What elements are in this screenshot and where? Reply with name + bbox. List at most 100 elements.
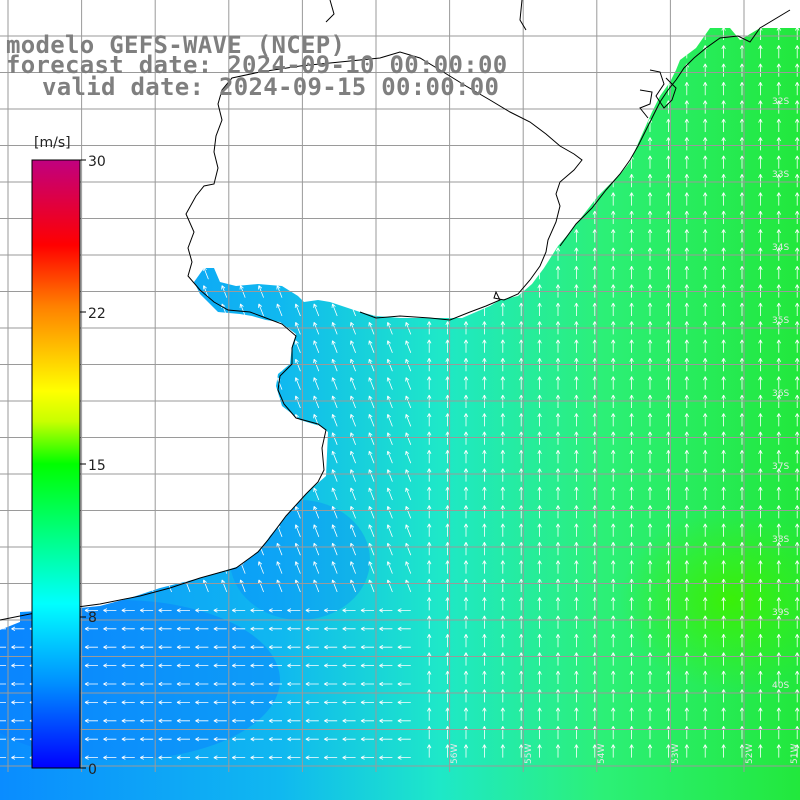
wind-arrow: [519, 247, 524, 261]
wind-arrow: [331, 395, 338, 409]
wind-arrow: [331, 340, 338, 353]
wind-arrow: [276, 358, 283, 372]
wind-arrow: [463, 413, 469, 427]
wind-arrow: [574, 229, 579, 243]
wind-arrow: [795, 137, 800, 151]
wind-arrow: [574, 192, 579, 206]
wind-arrow: [537, 560, 542, 574]
wind-arrow: [92, 487, 99, 501]
wind-arrow: [795, 100, 800, 114]
wind-arrow: [537, 28, 542, 40]
wind-arrow: [758, 376, 763, 390]
wind-arrow: [537, 82, 542, 96]
wind-arrow: [184, 119, 191, 133]
wind-arrow: [287, 681, 301, 687]
wind-arrow: [110, 193, 117, 206]
wind-arrow: [592, 45, 597, 59]
colorbar-tick-30: 30: [88, 154, 106, 170]
colorbar-tick-0: 0: [88, 762, 97, 778]
wind-arrow: [103, 681, 117, 687]
wind-arrow: [537, 302, 542, 316]
wind-arrow: [221, 432, 228, 445]
wind-arrow: [574, 431, 579, 445]
wind-arrow: [758, 523, 763, 537]
wind-arrow: [11, 700, 25, 705]
latitude-labels: 32S 33S 34S 35S 36S 37S 38S 39S 40S: [772, 97, 789, 691]
wind-arrow: [276, 138, 283, 151]
wind-arrow: [166, 542, 172, 556]
wind-arrow: [703, 192, 708, 206]
wind-arrow: [684, 266, 689, 280]
wind-arrow: [147, 506, 154, 519]
wind-arrow: [629, 118, 634, 132]
wind-arrow: [258, 101, 264, 114]
wind-arrow: [350, 340, 356, 353]
wind-arrow: [342, 718, 356, 723]
wind-arrow: [758, 670, 763, 684]
wind-arrow: [140, 645, 154, 650]
wind-arrow: [368, 542, 375, 556]
wind-arrow: [195, 663, 209, 668]
wind-arrow: [18, 138, 25, 151]
wind-arrow: [795, 155, 800, 169]
wind-arrow: [110, 524, 117, 537]
wind-arrow: [776, 229, 781, 243]
wind-arrow: [74, 138, 80, 151]
wind-arrow: [405, 414, 412, 427]
wind-arrow: [776, 505, 781, 519]
wind-arrow: [294, 542, 301, 556]
wind-arrow: [482, 670, 487, 684]
wind-arrow: [445, 155, 450, 169]
wind-arrow: [463, 707, 469, 721]
wind-arrow: [0, 193, 7, 206]
wind-arrow: [368, 156, 375, 169]
wind-arrow: [758, 634, 763, 648]
wind-arrow: [482, 155, 487, 169]
wind-arrow: [684, 174, 689, 188]
wind-arrow: [368, 119, 375, 133]
wind-arrow: [482, 523, 487, 537]
wind-arrow: [684, 486, 689, 500]
wind-arrow: [250, 737, 264, 742]
wind-arrow: [110, 340, 117, 353]
wind-arrow: [147, 524, 154, 537]
wind-arrow: [294, 358, 301, 372]
wind-arrow: [721, 192, 726, 206]
wind-arrow: [592, 100, 597, 114]
wind-arrow: [405, 174, 412, 188]
wind-arrow: [574, 118, 579, 132]
wind-arrow: [92, 119, 99, 133]
wind-arrow: [121, 718, 135, 723]
wind-arrow: [427, 266, 432, 280]
wind-arrow: [611, 155, 616, 169]
wind-arrow: [721, 266, 726, 280]
wind-arrow: [795, 247, 800, 261]
wind-arrow: [427, 247, 432, 261]
wind-arrow: [611, 137, 616, 151]
wind-arrow: [427, 100, 432, 114]
wind-arrow: [500, 615, 505, 629]
wind-arrow: [555, 82, 561, 96]
wind-arrow: [110, 119, 117, 133]
wind-arrow: [684, 523, 689, 537]
wind-arrow: [147, 469, 154, 482]
wind-arrow: [629, 431, 634, 445]
wind-arrow: [703, 707, 708, 721]
wind-arrow: [647, 376, 653, 390]
wind-arrow: [463, 634, 469, 648]
wind-arrow: [445, 302, 450, 316]
wind-arrow: [482, 744, 487, 758]
wind-arrow: [103, 626, 117, 631]
wind-arrow: [0, 681, 6, 687]
wind-arrow: [555, 486, 561, 500]
wind-arrow: [258, 211, 264, 225]
wind-arrow: [184, 230, 191, 243]
wind-arrow: [129, 395, 136, 409]
wind-arrow: [276, 266, 283, 280]
wind-arrow: [184, 138, 191, 151]
wind-arrow: [647, 229, 653, 243]
coastline-east: [559, 9, 791, 247]
wind-arrow: [268, 663, 282, 668]
wind-arrow: [555, 542, 561, 556]
wind-arrow: [18, 211, 25, 225]
